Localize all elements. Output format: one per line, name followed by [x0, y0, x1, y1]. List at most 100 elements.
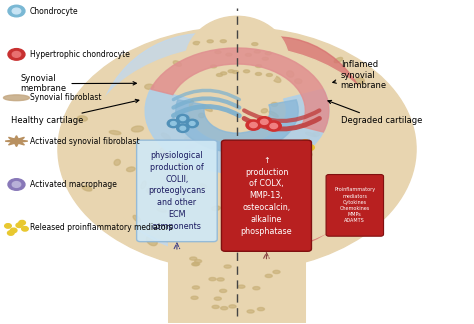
Ellipse shape	[212, 305, 219, 308]
Ellipse shape	[183, 261, 192, 265]
FancyBboxPatch shape	[326, 175, 383, 236]
Ellipse shape	[295, 79, 302, 84]
Text: Activated synovial fibroblast: Activated synovial fibroblast	[30, 137, 139, 145]
Text: Inflamed
synovial
membrane: Inflamed synovial membrane	[333, 60, 387, 90]
FancyBboxPatch shape	[221, 140, 311, 251]
Circle shape	[306, 145, 314, 150]
Ellipse shape	[210, 73, 215, 83]
Ellipse shape	[264, 43, 272, 47]
Ellipse shape	[184, 196, 195, 201]
Circle shape	[8, 179, 25, 190]
Ellipse shape	[240, 75, 247, 79]
Ellipse shape	[194, 260, 201, 263]
Ellipse shape	[278, 220, 292, 225]
Circle shape	[257, 117, 272, 127]
Ellipse shape	[280, 247, 288, 250]
Ellipse shape	[141, 181, 146, 189]
Circle shape	[22, 226, 28, 231]
Ellipse shape	[189, 44, 202, 51]
Wedge shape	[151, 48, 329, 132]
Ellipse shape	[214, 297, 221, 300]
Text: Activated macrophage: Activated macrophage	[30, 180, 117, 189]
Ellipse shape	[133, 215, 141, 222]
Ellipse shape	[259, 53, 266, 56]
Ellipse shape	[119, 134, 131, 142]
Ellipse shape	[109, 131, 121, 134]
Ellipse shape	[263, 107, 271, 112]
Ellipse shape	[190, 257, 197, 260]
Circle shape	[58, 27, 416, 271]
Ellipse shape	[176, 37, 374, 249]
Ellipse shape	[131, 126, 144, 132]
Ellipse shape	[106, 98, 118, 105]
Ellipse shape	[271, 102, 278, 106]
Ellipse shape	[166, 237, 179, 242]
Circle shape	[186, 119, 198, 128]
Ellipse shape	[276, 138, 285, 144]
Circle shape	[5, 224, 11, 228]
Ellipse shape	[238, 259, 247, 262]
Ellipse shape	[235, 65, 242, 68]
Text: Hypertrophic chondrocyte: Hypertrophic chondrocyte	[30, 50, 129, 59]
Ellipse shape	[292, 190, 298, 194]
Ellipse shape	[244, 70, 250, 73]
Ellipse shape	[266, 64, 273, 68]
Ellipse shape	[281, 230, 289, 234]
Ellipse shape	[247, 310, 254, 313]
Ellipse shape	[223, 73, 230, 76]
Ellipse shape	[268, 315, 277, 319]
Ellipse shape	[220, 72, 227, 75]
Ellipse shape	[206, 209, 214, 214]
Ellipse shape	[266, 74, 273, 76]
Ellipse shape	[247, 313, 255, 317]
Ellipse shape	[219, 289, 227, 293]
Ellipse shape	[269, 111, 278, 117]
Ellipse shape	[173, 61, 182, 66]
Ellipse shape	[161, 133, 170, 140]
Ellipse shape	[287, 71, 294, 77]
Circle shape	[8, 5, 25, 17]
Text: Degraded cartilage: Degraded cartilage	[328, 100, 422, 125]
Ellipse shape	[256, 69, 264, 72]
Ellipse shape	[322, 214, 331, 220]
Ellipse shape	[179, 114, 190, 120]
Ellipse shape	[188, 287, 197, 290]
Ellipse shape	[305, 132, 316, 136]
Ellipse shape	[291, 158, 298, 164]
Ellipse shape	[255, 73, 262, 75]
Text: ↑
production
of COLX,
MMP-13,
osteocalcin,
alkaline
phosphatase: ↑ production of COLX, MMP-13, osteocalci…	[241, 156, 292, 236]
Ellipse shape	[202, 105, 212, 111]
Text: Chondrocyte: Chondrocyte	[30, 6, 78, 16]
Ellipse shape	[82, 186, 92, 191]
Ellipse shape	[78, 116, 87, 121]
Circle shape	[12, 52, 21, 57]
Wedge shape	[176, 100, 298, 152]
Ellipse shape	[146, 188, 156, 193]
Ellipse shape	[231, 249, 240, 259]
Ellipse shape	[257, 307, 264, 311]
Circle shape	[266, 121, 281, 131]
Ellipse shape	[96, 33, 312, 252]
Ellipse shape	[252, 43, 258, 46]
Circle shape	[270, 123, 277, 129]
Ellipse shape	[233, 247, 243, 253]
Ellipse shape	[319, 204, 328, 213]
Circle shape	[177, 124, 189, 133]
Ellipse shape	[199, 276, 207, 279]
Ellipse shape	[207, 40, 213, 43]
Ellipse shape	[192, 262, 200, 265]
Wedge shape	[145, 89, 329, 173]
Ellipse shape	[177, 114, 183, 118]
Ellipse shape	[230, 57, 237, 60]
Ellipse shape	[152, 204, 167, 210]
FancyBboxPatch shape	[181, 236, 293, 324]
Ellipse shape	[182, 174, 188, 179]
Ellipse shape	[228, 74, 236, 77]
Ellipse shape	[230, 308, 238, 312]
Ellipse shape	[191, 316, 200, 319]
Ellipse shape	[160, 148, 167, 157]
Ellipse shape	[115, 147, 125, 156]
Ellipse shape	[217, 74, 223, 76]
Text: Proinflammatory
mediators
Cytokines
Chemokines
MMPs
ADAMTS: Proinflammatory mediators Cytokines Chem…	[334, 187, 375, 223]
Ellipse shape	[253, 286, 260, 290]
